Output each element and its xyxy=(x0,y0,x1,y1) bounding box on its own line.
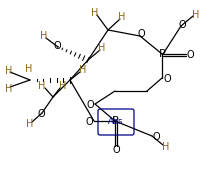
Text: O: O xyxy=(86,100,94,110)
Text: Abs: Abs xyxy=(108,118,124,127)
Text: H: H xyxy=(40,31,48,41)
Text: O: O xyxy=(53,41,61,51)
Text: O: O xyxy=(152,132,160,142)
Text: H: H xyxy=(192,10,200,20)
Text: H: H xyxy=(5,66,13,76)
Text: H: H xyxy=(98,43,106,53)
Text: H: H xyxy=(38,81,46,91)
Text: P: P xyxy=(112,116,118,126)
Text: H: H xyxy=(162,142,170,152)
Text: H: H xyxy=(79,65,87,75)
Text: H: H xyxy=(25,64,33,74)
Text: P: P xyxy=(159,49,165,59)
Text: H: H xyxy=(59,81,67,91)
Text: O: O xyxy=(186,50,194,60)
Text: O: O xyxy=(163,74,171,84)
Text: O: O xyxy=(37,109,45,119)
Text: O: O xyxy=(137,29,145,39)
Text: O: O xyxy=(112,145,120,155)
Text: H: H xyxy=(5,84,13,94)
Text: O: O xyxy=(85,117,93,127)
Text: H: H xyxy=(91,8,99,18)
Text: O: O xyxy=(178,20,186,30)
Text: H: H xyxy=(26,119,34,129)
Text: H: H xyxy=(118,12,126,22)
